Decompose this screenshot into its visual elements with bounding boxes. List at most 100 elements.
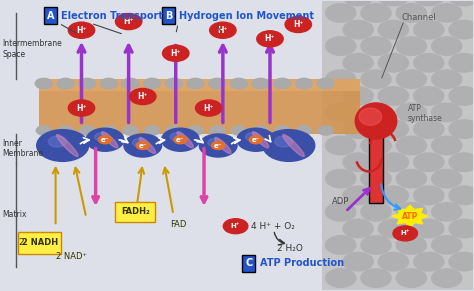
Circle shape	[449, 120, 474, 138]
Circle shape	[343, 219, 373, 238]
Circle shape	[86, 128, 124, 151]
Circle shape	[361, 136, 391, 155]
Text: C: C	[245, 258, 253, 268]
Circle shape	[361, 203, 391, 221]
Circle shape	[432, 269, 462, 287]
Circle shape	[343, 20, 373, 39]
Circle shape	[343, 0, 373, 6]
Text: e⁻: e⁻	[176, 137, 185, 143]
Circle shape	[396, 4, 427, 22]
Text: ATP: ATP	[402, 212, 418, 221]
FancyBboxPatch shape	[242, 255, 255, 272]
Text: H⁺: H⁺	[231, 223, 240, 229]
Ellipse shape	[101, 132, 118, 148]
Circle shape	[210, 126, 225, 135]
Text: Channel: Channel	[402, 13, 437, 22]
Circle shape	[99, 136, 112, 144]
Circle shape	[432, 4, 462, 22]
Text: e⁻: e⁻	[214, 143, 222, 148]
Circle shape	[414, 252, 444, 271]
Circle shape	[432, 236, 462, 254]
Circle shape	[326, 169, 356, 188]
Text: Hydrogen Ion Movement: Hydrogen Ion Movement	[179, 10, 314, 20]
Ellipse shape	[56, 134, 78, 157]
Circle shape	[326, 4, 356, 22]
Circle shape	[396, 103, 427, 122]
Circle shape	[199, 134, 237, 157]
Text: 2 NAD⁺: 2 NAD⁺	[55, 252, 87, 261]
Circle shape	[343, 186, 373, 205]
Circle shape	[68, 100, 95, 116]
Circle shape	[187, 78, 204, 89]
Text: e⁻: e⁻	[252, 137, 260, 143]
Circle shape	[378, 219, 409, 238]
Circle shape	[101, 126, 117, 135]
Circle shape	[211, 141, 225, 150]
Text: Matrix: Matrix	[2, 210, 27, 219]
Circle shape	[326, 236, 356, 254]
Text: FADH₂: FADH₂	[121, 207, 150, 216]
Circle shape	[210, 22, 236, 38]
FancyBboxPatch shape	[162, 7, 175, 24]
Circle shape	[252, 78, 269, 89]
Circle shape	[449, 20, 474, 39]
Circle shape	[449, 252, 474, 271]
Circle shape	[378, 252, 409, 271]
Circle shape	[274, 78, 291, 89]
Text: H⁺: H⁺	[171, 49, 181, 58]
Circle shape	[343, 120, 373, 138]
Text: H⁺: H⁺	[76, 104, 87, 113]
Text: 2: 2	[18, 238, 24, 247]
Circle shape	[295, 78, 312, 89]
Text: Intermembrane
Space: Intermembrane Space	[2, 39, 62, 59]
Circle shape	[100, 78, 117, 89]
Circle shape	[378, 20, 409, 39]
Circle shape	[129, 88, 156, 104]
Circle shape	[174, 136, 187, 144]
Circle shape	[414, 20, 444, 39]
Ellipse shape	[283, 134, 304, 157]
Text: ADP: ADP	[332, 197, 349, 206]
Ellipse shape	[177, 132, 193, 148]
Circle shape	[378, 153, 409, 171]
Circle shape	[361, 236, 391, 254]
Text: FAD: FAD	[170, 220, 186, 229]
Circle shape	[414, 0, 444, 6]
Text: B: B	[165, 10, 173, 20]
Circle shape	[343, 54, 373, 72]
Circle shape	[208, 139, 221, 147]
Text: e⁻: e⁻	[101, 137, 109, 143]
Text: 2 NADH: 2 NADH	[22, 238, 59, 247]
Circle shape	[296, 126, 311, 135]
Circle shape	[396, 70, 427, 88]
Circle shape	[396, 37, 427, 55]
Circle shape	[432, 37, 462, 55]
Circle shape	[414, 120, 444, 138]
Circle shape	[432, 103, 462, 122]
Circle shape	[432, 203, 462, 221]
Circle shape	[343, 87, 373, 105]
Circle shape	[414, 153, 444, 171]
Circle shape	[223, 219, 248, 234]
Text: H⁺: H⁺	[76, 26, 87, 35]
Circle shape	[257, 31, 283, 47]
Circle shape	[449, 186, 474, 205]
Circle shape	[145, 126, 160, 135]
Circle shape	[414, 186, 444, 205]
Circle shape	[57, 78, 74, 89]
Circle shape	[414, 54, 444, 72]
Text: ATP
synthase: ATP synthase	[408, 104, 443, 123]
Circle shape	[263, 130, 315, 161]
Circle shape	[170, 133, 183, 141]
FancyBboxPatch shape	[44, 7, 57, 24]
Text: Electron Transport: Electron Transport	[61, 10, 163, 20]
Ellipse shape	[359, 108, 382, 125]
Circle shape	[432, 136, 462, 155]
Text: H⁺: H⁺	[137, 92, 148, 101]
Text: H⁺: H⁺	[123, 17, 134, 26]
Circle shape	[80, 126, 95, 135]
Circle shape	[162, 128, 199, 151]
Circle shape	[275, 126, 290, 135]
Circle shape	[68, 22, 95, 38]
Text: H⁺: H⁺	[293, 20, 303, 29]
